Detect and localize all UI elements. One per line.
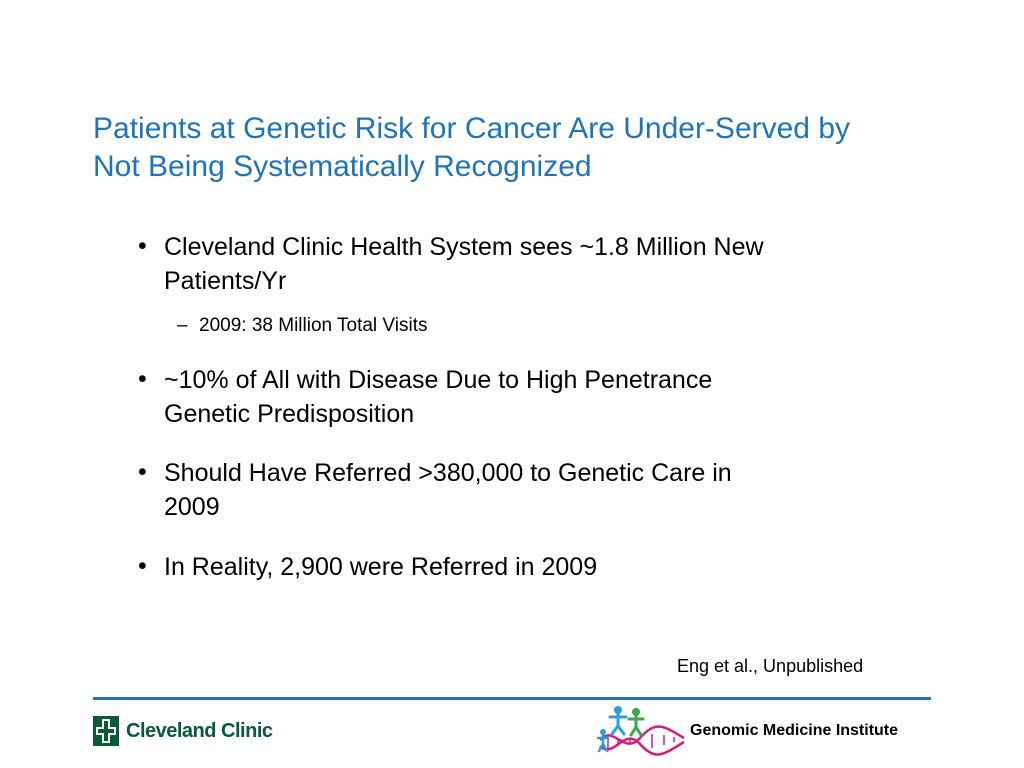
bullet-text: Should Have Referred >380,000 to Genetic…	[164, 456, 918, 524]
bullet-line: Patients/Yr	[164, 267, 287, 295]
bullet-item: • Cleveland Clinic Health System sees ~1…	[138, 230, 918, 298]
cleveland-clinic-cross-icon	[93, 716, 119, 746]
cleveland-clinic-logo: Cleveland Clinic	[93, 716, 273, 746]
sub-bullet-text: 2009: 38 Million Total Visits	[199, 315, 428, 336]
footer-divider	[93, 697, 931, 700]
bullet-line: ~10% of All with Disease Due to High Pen…	[164, 366, 713, 394]
sub-bullet-item: –2009: 38 Million Total Visits	[177, 314, 427, 338]
bullet-line: Cleveland Clinic Health System sees ~1.8…	[164, 233, 764, 261]
bullet-dot: •	[138, 232, 147, 260]
bullet-line: 2009	[164, 493, 220, 521]
sub-bullet-dash: –	[177, 315, 188, 336]
bullet-line: Should Have Referred >380,000 to Genetic…	[164, 459, 732, 487]
bullet-line: Genetic Predisposition	[164, 400, 415, 428]
bullet-text: Cleveland Clinic Health System sees ~1.8…	[164, 230, 918, 298]
bullet-dot: •	[138, 458, 147, 486]
slide-title-line-1: Patients at Genetic Risk for Cancer Are …	[93, 112, 851, 145]
slide-title: Patients at Genetic Risk for Cancer Are …	[93, 110, 1003, 186]
bullet-item: • ~10% of All with Disease Due to High P…	[138, 363, 918, 431]
cleveland-clinic-logo-text: Cleveland Clinic	[126, 719, 273, 742]
slide-title-line-2: Not Being Systematically Recognized	[93, 150, 592, 183]
bullet-item: • Should Have Referred >380,000 to Genet…	[138, 456, 918, 524]
bullet-item: • In Reality, 2,900 were Referred in 200…	[138, 550, 918, 584]
bullet-line: In Reality, 2,900 were Referred in 2009	[164, 553, 598, 581]
bullet-text: ~10% of All with Disease Due to High Pen…	[164, 363, 918, 431]
bullet-dot: •	[138, 365, 147, 393]
genomic-medicine-institute-text: Genomic Medicine Institute	[690, 722, 899, 739]
bullet-dot: •	[138, 552, 147, 580]
citation: Eng et al., Unpublished	[677, 656, 864, 676]
bullet-text: In Reality, 2,900 were Referred in 2009	[164, 550, 918, 584]
genomic-figures-dna-icon	[596, 706, 685, 756]
